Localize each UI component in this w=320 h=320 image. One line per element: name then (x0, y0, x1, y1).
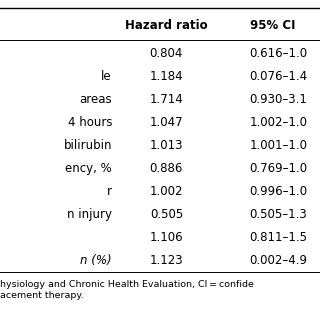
Text: 0.505–1.3: 0.505–1.3 (250, 208, 307, 221)
Text: n (%): n (%) (80, 254, 112, 267)
Text: 1.106: 1.106 (149, 231, 183, 244)
Text: 0.930–3.1: 0.930–3.1 (250, 93, 308, 106)
Text: acement therapy.: acement therapy. (0, 292, 84, 300)
Text: 1.002–1.0: 1.002–1.0 (250, 116, 308, 129)
Text: 0.002–4.9: 0.002–4.9 (250, 254, 308, 267)
Text: bilirubin: bilirubin (63, 139, 112, 152)
Text: le: le (101, 70, 112, 83)
Text: 1.714: 1.714 (149, 93, 183, 106)
Text: hysiology and Chronic Health Evaluation, Cl = confide: hysiology and Chronic Health Evaluation,… (0, 280, 254, 289)
Text: 1.047: 1.047 (149, 116, 183, 129)
Text: areas: areas (79, 93, 112, 106)
Text: 0.804: 0.804 (150, 47, 183, 60)
Text: Hazard ratio: Hazard ratio (125, 19, 208, 32)
Text: 1.013: 1.013 (150, 139, 183, 152)
Text: 0.811–1.5: 0.811–1.5 (250, 231, 308, 244)
Text: 1.184: 1.184 (149, 70, 183, 83)
Text: ency, %: ency, % (65, 162, 112, 175)
Text: 4 hours: 4 hours (68, 116, 112, 129)
Text: r: r (107, 185, 112, 198)
Text: n injury: n injury (67, 208, 112, 221)
Text: 0.886: 0.886 (150, 162, 183, 175)
Text: 1.123: 1.123 (149, 254, 183, 267)
Text: 1.002: 1.002 (150, 185, 183, 198)
Text: 1.001–1.0: 1.001–1.0 (250, 139, 308, 152)
Text: 0.996–1.0: 0.996–1.0 (250, 185, 308, 198)
Text: 0.616–1.0: 0.616–1.0 (250, 47, 308, 60)
Text: 95% CI: 95% CI (250, 19, 295, 32)
Text: 0.076–1.4: 0.076–1.4 (250, 70, 308, 83)
Text: 0.505: 0.505 (150, 208, 183, 221)
Text: 0.769–1.0: 0.769–1.0 (250, 162, 308, 175)
